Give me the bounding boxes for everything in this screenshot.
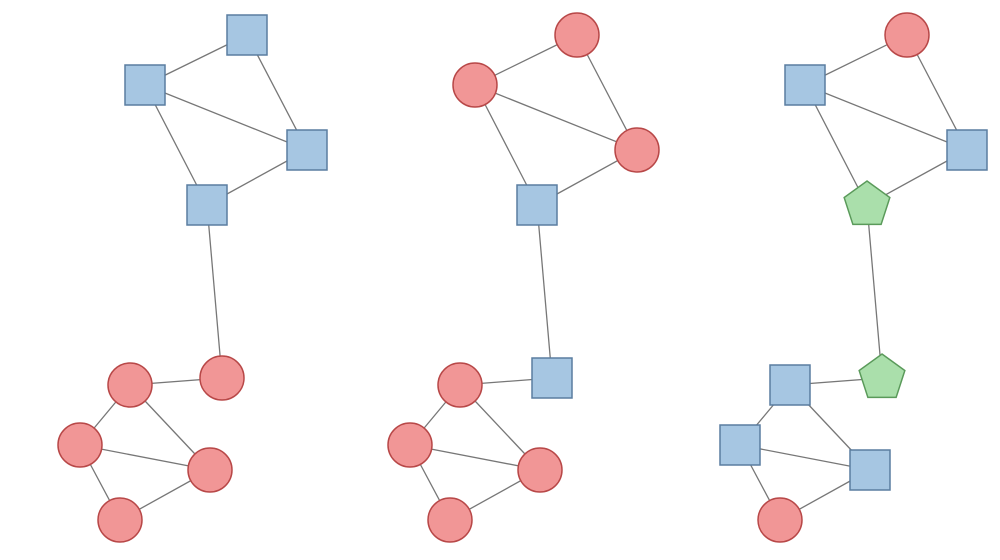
edges-layer [740,35,967,520]
node-square [770,365,810,405]
node-circle [885,13,929,57]
node-pentagon [844,181,890,224]
node-circle [518,448,562,492]
node-square [287,130,327,170]
node-square [227,15,267,55]
nodes-layer [388,13,659,542]
node-circle [453,63,497,107]
node-circle [108,363,152,407]
node-square [187,185,227,225]
edge [537,205,552,378]
node-square [850,450,890,490]
node-square [947,130,987,170]
edge [145,85,307,150]
graph-panel [388,13,659,542]
node-circle [58,423,102,467]
node-square [720,425,760,465]
edge [867,205,882,378]
node-square [125,65,165,105]
node-circle [758,498,802,542]
node-circle [428,498,472,542]
node-circle [438,363,482,407]
edge [475,85,637,150]
node-circle [200,356,244,400]
node-circle [615,128,659,172]
nodes-layer [720,13,987,542]
node-circle [388,423,432,467]
edges-layer [80,35,307,520]
edge [207,205,222,378]
node-square [517,185,557,225]
nodes-layer [58,15,327,542]
edges-layer [410,35,637,520]
graph-panel [58,15,327,542]
node-circle [98,498,142,542]
node-pentagon [859,354,905,397]
edge [805,85,967,150]
node-circle [555,13,599,57]
graph-triptych [0,0,1000,560]
node-square [532,358,572,398]
graph-panel [720,13,987,542]
node-circle [188,448,232,492]
node-square [785,65,825,105]
